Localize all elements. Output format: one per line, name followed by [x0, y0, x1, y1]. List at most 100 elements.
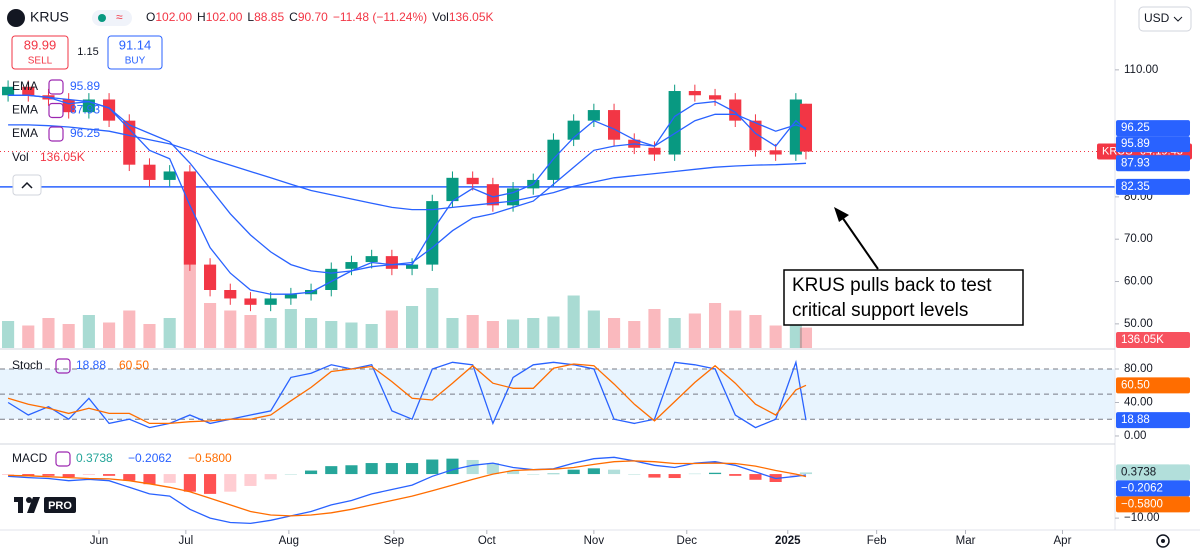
volume-bar [426, 288, 439, 348]
value-tag-label: 18.88 [1121, 414, 1150, 426]
macd-histogram [204, 474, 217, 494]
legend-value: 18.88 [76, 358, 106, 372]
buy-price: 91.14 [119, 37, 152, 52]
x-tick-label: Jul [178, 535, 193, 547]
candle-body [769, 150, 782, 155]
symbol[interactable]: KRUS [30, 9, 69, 25]
candle-body [406, 264, 419, 269]
value-tag-label: −0.2062 [1121, 482, 1163, 494]
macd-histogram [628, 474, 641, 475]
y-tick-label: −10.00 [1124, 512, 1160, 524]
settings-icon [1161, 539, 1165, 543]
candle-body [163, 171, 176, 180]
volume-bar [123, 310, 136, 348]
y-tick-label: 80.00 [1124, 363, 1153, 375]
candle-body [204, 264, 217, 290]
stoch-line [7, 363, 807, 425]
volume-bar [486, 321, 499, 348]
macd-histogram [406, 463, 419, 475]
sell-button[interactable] [11, 35, 69, 70]
volume-bar [547, 316, 560, 348]
buy-button[interactable] [107, 35, 163, 70]
volume-bar [305, 318, 318, 348]
macd-histogram [749, 474, 762, 480]
legend-value: −0.2062 [128, 451, 172, 465]
macd-histogram [668, 474, 681, 479]
macd-histogram [224, 474, 237, 492]
legend-name: EMA [12, 79, 38, 93]
settings-icon[interactable] [1156, 534, 1170, 548]
volume-bar [264, 318, 277, 348]
volume-bar [688, 313, 701, 348]
macd-histogram [648, 474, 661, 478]
macd-histogram [305, 470, 318, 475]
candle-body [365, 256, 378, 263]
value-tag [1116, 120, 1190, 137]
x-tick-label: Nov [584, 535, 605, 547]
candle-body [143, 164, 156, 180]
candle-body [385, 256, 398, 269]
legend-icon [55, 358, 71, 374]
candle-body [466, 177, 479, 185]
macd-histogram [385, 463, 398, 475]
x-tick-label: Mar [956, 535, 976, 547]
legend-value: 87.93 [70, 103, 100, 117]
candle-body [648, 147, 661, 155]
buy-label: BUY [125, 56, 146, 67]
volume-bar [749, 315, 762, 348]
volume-value: 136.05K [449, 10, 494, 24]
candle-body [224, 290, 237, 299]
candle-body [426, 201, 439, 265]
ohlc-key: L [247, 10, 254, 24]
x-tick-label: Apr [1054, 535, 1072, 547]
macd-histogram [284, 474, 297, 475]
candle-body [103, 99, 116, 121]
volume-bar [204, 303, 217, 348]
sell-label: SELL [28, 56, 53, 67]
change: −11.48 (−11.24%) [333, 10, 427, 24]
ohlc-value: 102.00 [155, 10, 192, 24]
candle-body [749, 120, 762, 151]
macd-histogram [123, 474, 136, 481]
macd-histogram [244, 474, 257, 486]
ohlc-value: 90.70 [298, 10, 328, 24]
volume-bar [325, 321, 338, 348]
x-tick-label: Oct [478, 535, 497, 547]
value-tag [1116, 480, 1190, 497]
legend-value: 136.05K [40, 150, 85, 164]
legend-name: EMA [12, 103, 38, 117]
macd-histogram [607, 469, 621, 475]
ohlc-value: 88.85 [254, 10, 284, 24]
spread: 1.15 [77, 46, 98, 58]
candle-body [264, 298, 277, 305]
volume-bar [799, 327, 813, 348]
value-tag-label: 0.3738 [1121, 466, 1156, 478]
volume-bar [224, 310, 237, 348]
status-icon: ≈ [116, 10, 123, 24]
candle-body [345, 262, 358, 269]
volume-bar [668, 318, 681, 348]
macd-histogram [2, 474, 15, 475]
legend-name: MACD [12, 451, 48, 465]
volume-bar [466, 315, 479, 348]
candle-body [2, 86, 15, 96]
value-tag [1116, 464, 1190, 481]
legend-icon [55, 451, 71, 467]
y-tick-label: 110.00 [1124, 64, 1158, 76]
stoch-line [7, 359, 807, 429]
candle-body [668, 91, 681, 155]
collapse-button[interactable] [12, 174, 42, 196]
candle-body [607, 110, 621, 140]
volume-bar [365, 324, 378, 348]
macd-line [8, 456, 807, 525]
currency-button[interactable] [1138, 6, 1192, 32]
candle-body [22, 86, 35, 96]
value-tag-label: 136.05K [1121, 334, 1164, 346]
macd-histogram [264, 474, 277, 480]
candle-body [708, 95, 722, 100]
macd-histogram [163, 474, 176, 483]
x-tick-label: Feb [867, 535, 887, 547]
ema-line [8, 94, 807, 295]
macd-histogram [799, 472, 813, 475]
value-tag-label: 95.89 [1121, 138, 1150, 150]
